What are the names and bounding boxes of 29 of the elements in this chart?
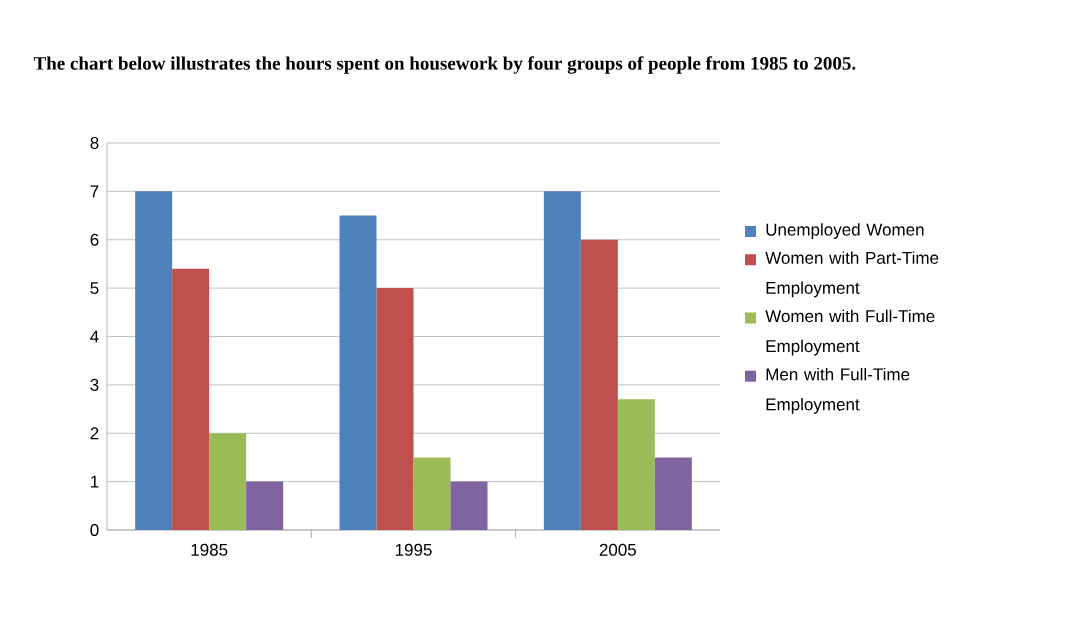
y-tick-label: 5: [90, 282, 99, 295]
bar: [654, 457, 692, 530]
x-tick-label: 2005: [599, 543, 637, 556]
bar: [376, 288, 414, 530]
y-tick-label: 7: [90, 185, 99, 198]
bar: [339, 215, 377, 530]
x-tick-label: 1985: [191, 543, 228, 556]
bar: [172, 268, 210, 530]
y-tick-label: 1: [91, 475, 99, 488]
bar: [450, 481, 488, 530]
legend-label: Men with Full-Time Employment: [766, 367, 910, 414]
y-tick-label: 8: [90, 136, 99, 150]
bar: [413, 457, 451, 530]
y-tick-label: 0: [90, 523, 99, 537]
y-tick-label: 4: [90, 330, 99, 343]
y-tick-label: 3: [90, 378, 99, 391]
legend-label: Women with Full-Time Employment: [765, 309, 935, 356]
bar: [580, 239, 618, 530]
y-tick-label: 6: [90, 233, 99, 246]
bar: [543, 191, 581, 530]
bar: [617, 399, 655, 530]
y-tick-label: 2: [90, 427, 99, 440]
chart-title: The chart below illustrates the hours spent on housework by four groups of people from 1985 to 2005.: [33, 56, 856, 74]
legend-label: Unemployed Women: [766, 223, 924, 240]
bar: [246, 481, 284, 530]
bar: [209, 433, 247, 530]
x-tick-label: 1995: [395, 543, 432, 556]
bar: [135, 191, 173, 530]
legend-label: Women with Part-Time Employment: [765, 251, 939, 298]
